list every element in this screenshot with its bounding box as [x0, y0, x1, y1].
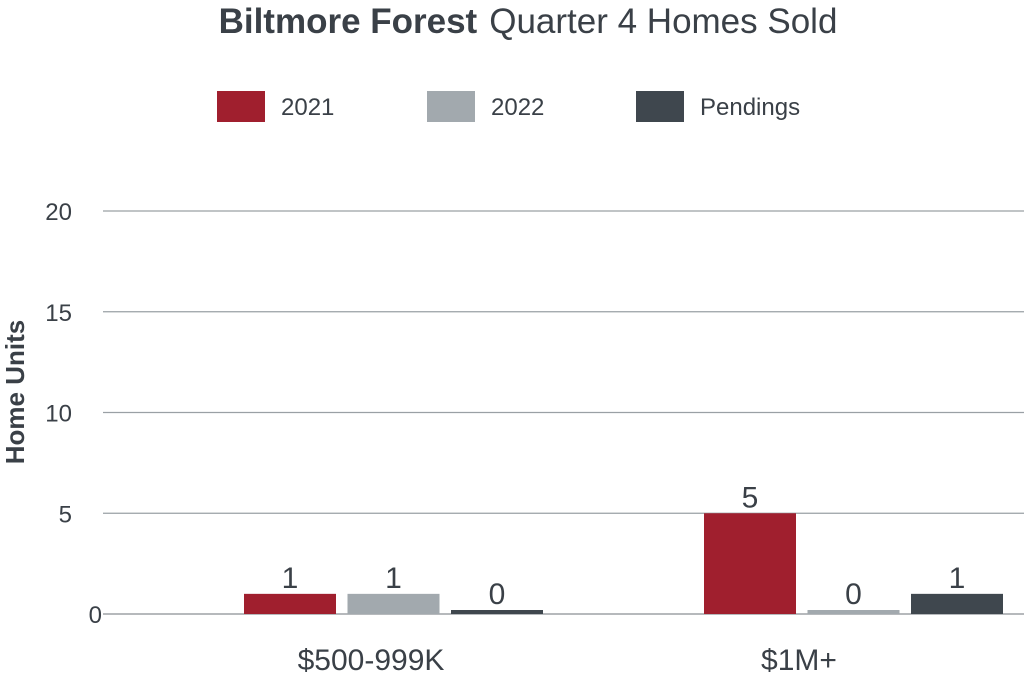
x-category-label: $500-999K	[298, 644, 445, 677]
bar-value-label: 1	[385, 562, 402, 595]
chart-title-bold: Biltmore Forest	[219, 2, 478, 41]
bar-value-label: 1	[282, 562, 299, 595]
bar-2021-1	[704, 513, 796, 614]
x-category-label: $1M+	[761, 644, 837, 677]
legend-label: 2021	[281, 94, 334, 121]
gridlines	[103, 210, 1024, 615]
y-axis-ticks: 0 5 10 15 20	[45, 199, 102, 629]
x-axis-labels: $500-999K $1M+	[298, 644, 837, 677]
legend-label: 2022	[491, 94, 544, 121]
bar-value-label: 0	[845, 578, 862, 611]
y-tick-label: 20	[45, 199, 72, 226]
bar-value-label: 1	[949, 562, 966, 595]
y-tick-label: 10	[45, 401, 72, 428]
bars	[244, 513, 1003, 614]
y-tick-label: 5	[59, 501, 72, 528]
bar-value-labels: 1 1 050 1	[282, 481, 966, 611]
bar-2021-0	[244, 593, 336, 614]
legend-swatch	[217, 91, 265, 122]
bar-value-label: 5	[742, 481, 759, 514]
bar-value-label: 0	[489, 578, 506, 611]
y-tick-label: 0	[89, 602, 102, 629]
legend-swatch	[636, 91, 684, 122]
legend-swatch	[427, 91, 475, 122]
y-axis-label: Home Units	[0, 320, 30, 464]
legend: 2021 2022 Pendings	[217, 91, 800, 122]
legend-label: Pendings	[700, 94, 800, 121]
bar-pendings-0	[451, 610, 543, 614]
chart-title: Biltmore Forest Quarter 4 Homes Sold	[219, 2, 838, 41]
bar-2022-1	[807, 610, 900, 614]
chart-title-rest: Quarter 4 Homes Sold	[489, 2, 837, 41]
bar-2022-0	[347, 593, 440, 614]
y-tick-label: 15	[45, 300, 72, 327]
bar-pendings-1	[911, 593, 1003, 614]
